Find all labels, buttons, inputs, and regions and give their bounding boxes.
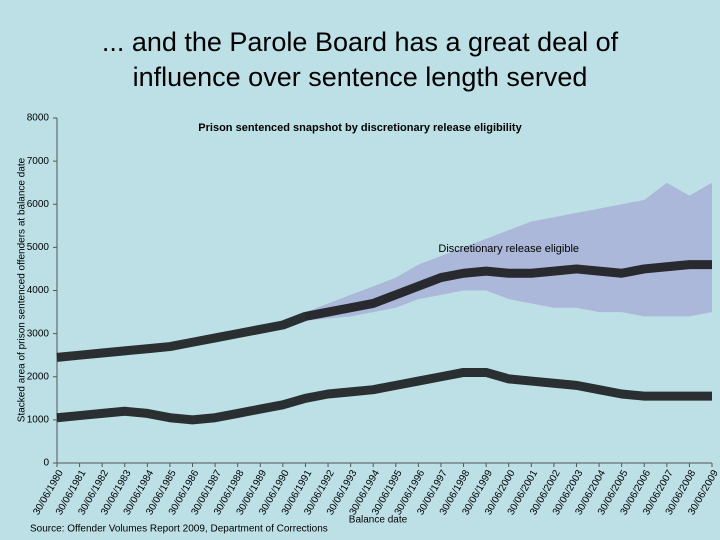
y-tick-label: 1000 (27, 415, 50, 426)
y-axis-label: Stacked area of prison sentenced offende… (17, 157, 28, 422)
chart-title: Prison sentenced snapshot by discretiona… (198, 122, 522, 134)
series-label: Discretionary release eligible (438, 243, 579, 255)
slide-title: influence over sentence length served (133, 62, 588, 92)
y-tick-label: 5000 (27, 242, 50, 253)
series-line (56, 260, 712, 362)
y-tick-label: 7000 (27, 156, 50, 167)
source: Source: Offender Volumes Report 2009, De… (30, 524, 328, 535)
y-tick-label: 6000 (27, 199, 50, 210)
y-tick-label: 2000 (27, 371, 50, 382)
y-tick-label: 0 (43, 458, 49, 469)
y-tick-label: 4000 (27, 285, 50, 296)
y-tick-label: 8000 (27, 113, 50, 124)
slide-title: ... and the Parole Board has a great dea… (102, 27, 619, 57)
y-tick-label: 3000 (27, 328, 50, 339)
series-line (56, 367, 712, 425)
x-axis-label: Balance date (349, 515, 408, 526)
